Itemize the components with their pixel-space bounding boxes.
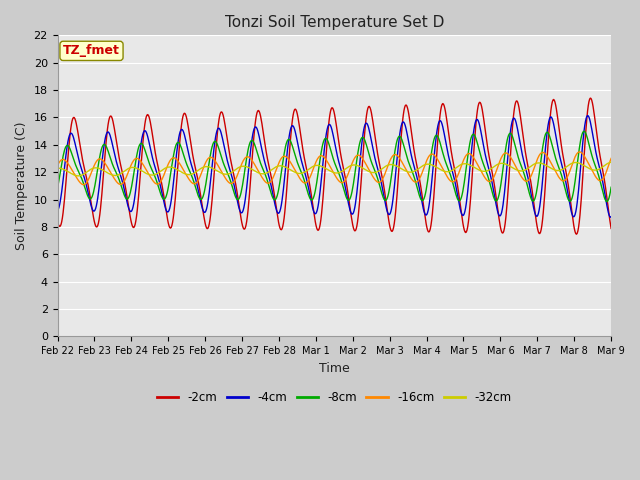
-32cm: [531, 161, 539, 167]
-4cm: [54, 208, 61, 214]
Text: TZ_fmet: TZ_fmet: [63, 44, 120, 58]
-16cm: [607, 156, 615, 161]
-4cm: [88, 204, 95, 210]
-16cm: [531, 163, 539, 168]
-4cm: [390, 192, 397, 197]
-8cm: [580, 128, 588, 134]
-32cm: [376, 168, 383, 173]
Line: -8cm: -8cm: [58, 131, 611, 202]
-8cm: [406, 164, 414, 169]
-2cm: [531, 203, 538, 209]
Line: -4cm: -4cm: [58, 116, 611, 217]
Line: -16cm: -16cm: [58, 152, 611, 185]
-4cm: [375, 170, 383, 176]
-8cm: [474, 141, 481, 146]
-16cm: [576, 149, 584, 155]
-16cm: [407, 175, 415, 181]
Line: -32cm: -32cm: [58, 162, 611, 176]
-4cm: [584, 113, 591, 119]
-8cm: [603, 199, 611, 204]
-16cm: [54, 163, 61, 168]
-32cm: [390, 162, 398, 168]
-2cm: [474, 108, 481, 113]
-32cm: [407, 169, 415, 175]
-8cm: [88, 195, 95, 201]
-8cm: [375, 180, 383, 186]
-2cm: [88, 202, 95, 208]
-32cm: [54, 166, 61, 171]
Line: -2cm: -2cm: [58, 98, 611, 234]
-2cm: [375, 158, 383, 164]
-8cm: [390, 157, 397, 163]
Y-axis label: Soil Temperature (C): Soil Temperature (C): [15, 121, 28, 250]
-32cm: [88, 166, 96, 171]
-2cm: [573, 231, 580, 237]
-8cm: [607, 184, 615, 190]
-2cm: [390, 225, 397, 230]
-4cm: [531, 208, 538, 214]
-2cm: [406, 120, 414, 126]
-16cm: [80, 182, 88, 188]
X-axis label: Time: Time: [319, 362, 349, 375]
-16cm: [474, 163, 482, 168]
-16cm: [88, 168, 96, 173]
-4cm: [406, 147, 414, 153]
Title: Tonzi Soil Temperature Set D: Tonzi Soil Temperature Set D: [225, 15, 444, 30]
Legend: -2cm, -4cm, -8cm, -16cm, -32cm: -2cm, -4cm, -8cm, -16cm, -32cm: [152, 386, 516, 409]
-16cm: [390, 152, 398, 157]
-8cm: [531, 197, 538, 203]
-32cm: [607, 159, 615, 165]
-32cm: [474, 167, 482, 172]
-2cm: [607, 226, 615, 231]
-4cm: [607, 214, 615, 220]
-2cm: [54, 218, 61, 224]
-32cm: [74, 173, 82, 179]
-4cm: [474, 117, 481, 122]
-8cm: [54, 185, 61, 191]
-16cm: [376, 180, 383, 185]
-2cm: [586, 95, 594, 101]
-4cm: [607, 215, 614, 220]
